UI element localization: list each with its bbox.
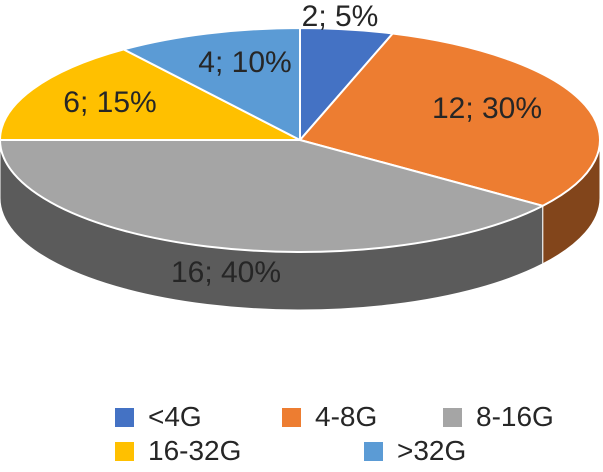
- legend-item-2: 8-16G: [443, 401, 554, 432]
- legend-item-4: >32G: [364, 435, 467, 466]
- legend-swatch-0: [115, 407, 134, 427]
- pie-chart: 2; 5% 12; 30% 16; 40% 6; 15% 4; 10%: [0, 0, 601, 311]
- pie-data-labels: 2; 5% 12; 30% 16; 40% 6; 15% 4; 10%: [63, 0, 542, 289]
- chart-legend: <4G 4-8G 8-16G 16-32G >32G: [0, 400, 603, 472]
- legend-item-1: 4-8G: [282, 401, 378, 432]
- legend-item-3: 16-32G: [115, 435, 242, 466]
- pie-chart-svg: 2; 5% 12; 30% 16; 40% 6; 15% 4; 10%: [0, 0, 601, 311]
- legend-swatch-1: [282, 407, 301, 427]
- legend-label-0: <4G: [148, 401, 202, 432]
- data-label-3: 6; 15%: [63, 86, 156, 119]
- pie-slice-1: [299, 32, 601, 207]
- legend-swatch-4: [364, 441, 383, 461]
- data-label-4: 4; 10%: [198, 46, 291, 79]
- legend-item-0: <4G: [115, 401, 202, 432]
- legend-swatch-3: [115, 441, 134, 461]
- data-label-0: 2; 5%: [302, 0, 379, 33]
- pie-slice-4: [122, 27, 301, 141]
- legend-label-1: 4-8G: [315, 401, 378, 432]
- pie-slice-2: [0, 139, 544, 253]
- pie-3d-tops: [0, 27, 601, 253]
- legend-label-3: 16-32G: [148, 435, 242, 466]
- legend-swatch-2: [443, 407, 462, 427]
- data-label-2: 16; 40%: [171, 256, 281, 289]
- data-label-1: 12; 30%: [432, 92, 542, 125]
- legend-label-2: 8-16G: [476, 401, 554, 432]
- legend-label-4: >32G: [397, 435, 467, 466]
- pie-slice-3: [0, 48, 301, 141]
